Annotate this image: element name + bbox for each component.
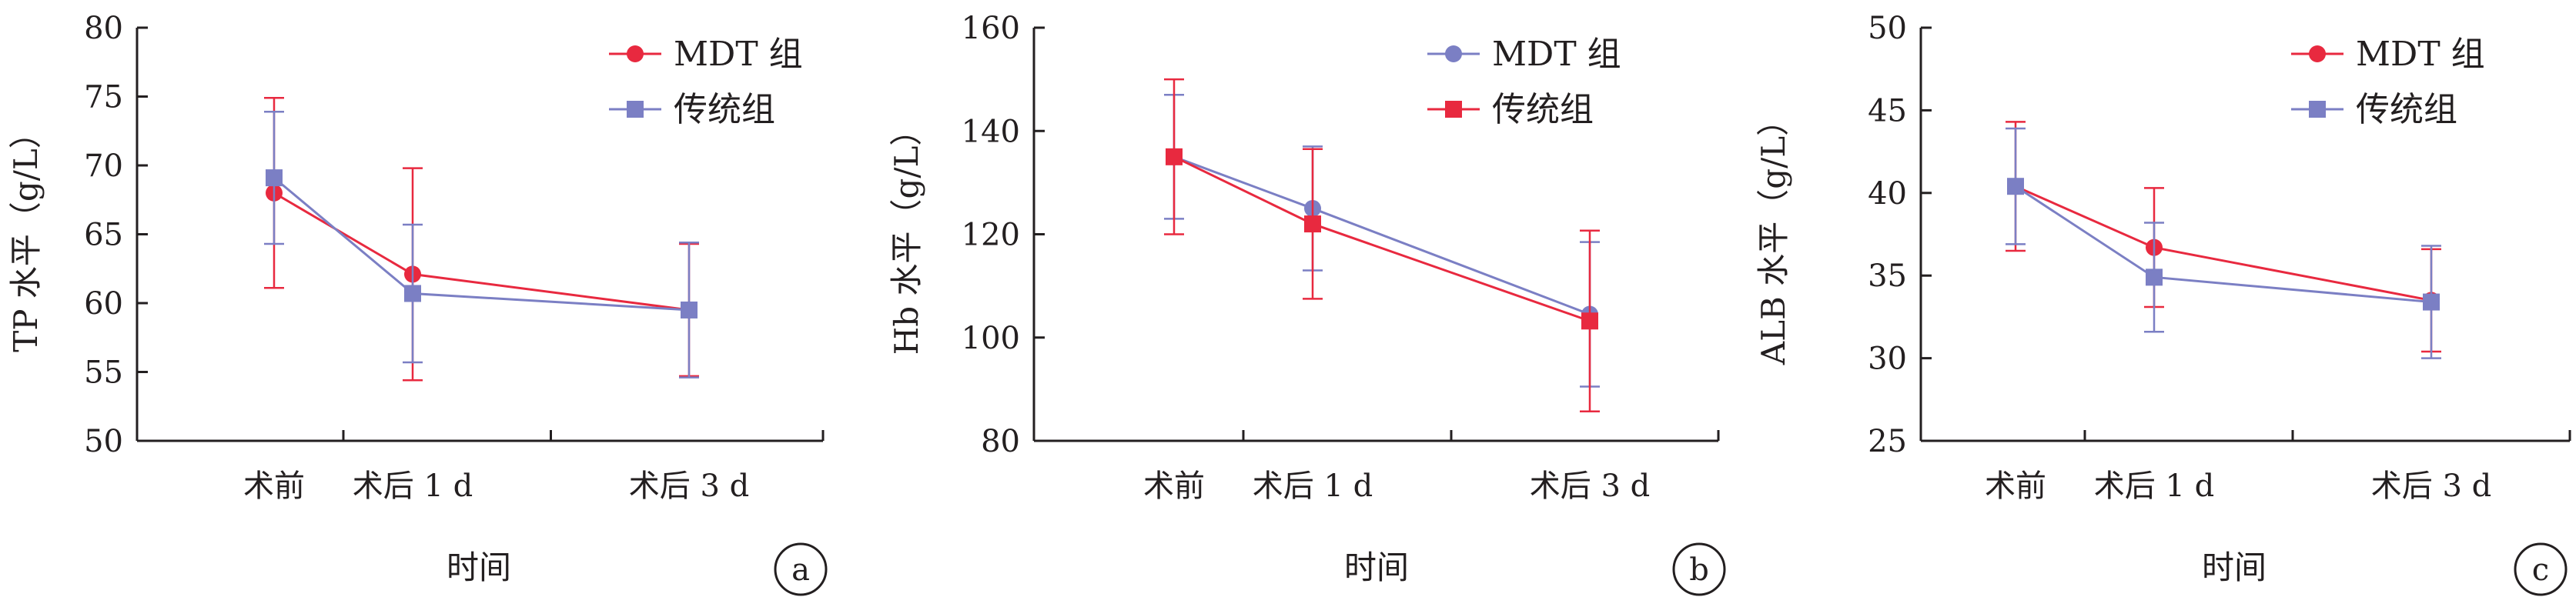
panel-a-x-tick-label: 术后 1 d [353,469,473,504]
panel-b-series-1-legend-marker [1445,45,1462,62]
panel-c-y-tick-label: 35 [1868,258,1907,294]
panel-b-y-tick-label: 140 [962,114,1020,149]
panel-b-y-tick-label: 160 [962,11,1020,46]
panel-c-x-tick-label: 术后 1 d [2094,469,2214,504]
panel-c-series-2-line [2015,185,2432,304]
panel-b-series-2-legend-marker [1445,101,1462,118]
panel-a-x-axis-label: 时间 [447,549,511,586]
panel-a-tag-circle [774,542,828,596]
panel-c-series-1-legend-marker [2309,45,2326,62]
panel-a-y-tick-label: 60 [84,286,123,322]
panel-a-y-tick-label: 50 [84,424,123,459]
panel-b-x-axis-label: 时间 [1344,549,1409,586]
panel-b-x-tick-label: 术后 3 d [1530,469,1650,504]
panel-a-y-tick-label: 80 [84,11,123,46]
panel-b-y-tick-label: 100 [962,321,1020,356]
panel-c-x-tick-label: 术前 [1985,469,2046,504]
panel-a-series-2-point [404,285,421,302]
panel-b-series-1-line [1173,155,1591,315]
panel-a-y-tick-label: 70 [84,148,123,184]
panel-b-x-tick-label: 术后 1 d [1253,469,1373,504]
panel-c-x-axis-label: 时间 [2202,549,2267,586]
panel-b-series-1-legend-label: MDT 组 [1492,35,1621,74]
panel-a-series-1-legend-marker [627,45,644,62]
panel-a-y-axis-label: TP 水平（g/L） [7,116,45,352]
panel-c-series-1-legend-label: MDT 组 [2356,35,2485,74]
panel-c-series-2-point [2146,268,2163,286]
panel-c-tag-label: c [2532,552,2549,588]
panel-c-y-tick-label: 25 [1868,424,1907,459]
panel-c-y-tick-label: 45 [1868,93,1907,128]
panel-c-x-tick-label: 术后 3 d [2371,469,2491,504]
panel-a-x-tick-label: 术后 3 d [629,469,749,504]
panel-a-y-tick-label: 55 [84,355,123,391]
panel-c-y-tick-label: 30 [1868,342,1907,377]
panel-b-series-2-line [1173,155,1591,322]
panel-c-series-2-legend-label: 传统组 [2356,90,2457,129]
panel-a-series-2-legend-marker [627,101,644,118]
panel-b-tag-circle [1672,542,1726,596]
panel-c-series-2-point [2423,293,2440,311]
panel-b-y-axis-label: Hb 水平（g/L） [888,114,925,355]
panel-a-y-tick-label: 65 [84,218,123,253]
panel-a-series-1-legend-label: MDT 组 [674,35,803,74]
panel-b-series-2-legend-label: 传统组 [1492,90,1594,129]
panel-b-y-tick-label: 120 [962,218,1020,253]
panel-a-tag-label: a [791,552,810,588]
panel-b-x-tick-label: 术前 [1143,469,1205,504]
panel-b-y-tick-label: 80 [981,424,1020,459]
panel-a-series-2-legend-label: 传统组 [674,90,775,129]
panel-a-series-1-line [273,192,690,312]
panel-c-y-axis-label: ALB 水平（g/L） [1755,104,1792,365]
panel-a-series-2-point [266,169,283,187]
panel-b-series-2-point [1581,312,1598,330]
panel-b-series-2-point [1166,148,1183,165]
panel-b-tag-label: b [1689,552,1709,588]
panel-a-series-2-line [273,176,690,312]
panel-c-series-2-legend-marker [2309,101,2326,118]
panel-a-x-tick-label: 术前 [243,469,305,504]
panel-c-y-tick-label: 50 [1868,11,1907,46]
panel-c-y-tick-label: 40 [1868,176,1907,212]
panel-c-series-2-point [2007,178,2024,195]
panel-c-tag-circle [2514,542,2568,596]
panel-a-series-2-point [681,301,698,319]
panel-a-y-tick-label: 75 [84,80,123,115]
panel-b-series-2-point [1304,215,1321,233]
